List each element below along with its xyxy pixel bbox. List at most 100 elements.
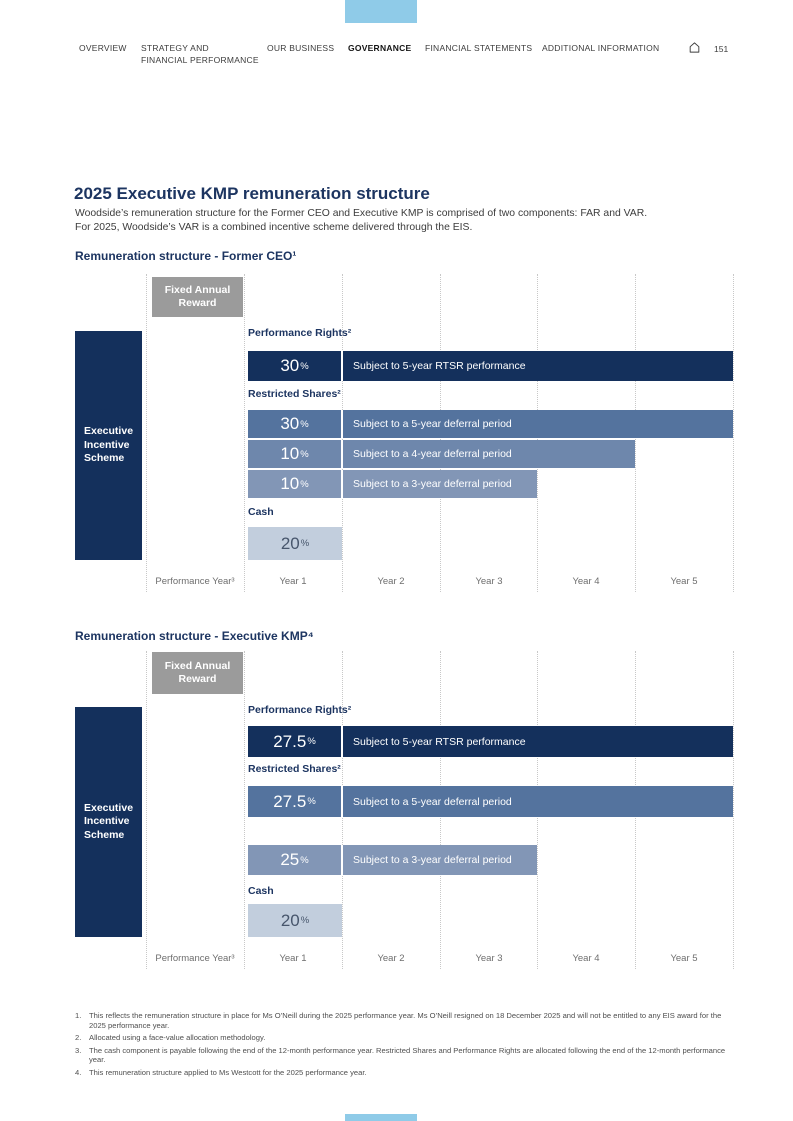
nav-item-financial-statements[interactable]: FINANCIAL STATEMENTS xyxy=(425,43,532,55)
cash-label: Cash xyxy=(248,885,274,897)
bar-description: Subject to a 5-year deferral period xyxy=(353,418,512,430)
footnote-number: 2. xyxy=(75,1033,82,1043)
percentage-value: 27.5 xyxy=(273,791,307,811)
bar-percentage: 10% xyxy=(248,440,341,468)
bar-divider xyxy=(341,351,343,381)
intro-text: Woodside’s remuneration structure for th… xyxy=(75,207,647,235)
footnote-text: This remuneration structure applied to M… xyxy=(89,1067,367,1077)
footnotes: 1. This reflects the remuneration struct… xyxy=(75,1011,739,1080)
percent-sign: % xyxy=(307,796,316,807)
axis-label-year-1: Year 1 xyxy=(279,953,307,964)
percent-sign: % xyxy=(300,854,309,866)
section-tab-marker-top xyxy=(345,0,417,23)
percentage-value: 25 xyxy=(280,850,300,869)
footnote-1: 1. This reflects the remuneration struct… xyxy=(75,1011,739,1031)
cash-label: Cash xyxy=(248,506,274,518)
bar-divider xyxy=(341,726,343,757)
percent-sign: % xyxy=(300,915,310,926)
bar-description: Subject to a 3-year deferral period xyxy=(353,478,512,490)
nav-item-label: OVERVIEW xyxy=(79,43,127,53)
bar-divider xyxy=(341,410,343,438)
bar-restricted-3yr: 10% Subject to a 3-year deferral period xyxy=(248,470,537,498)
bar-cash: 20% xyxy=(248,527,342,560)
footnote-3: 3. The cash component is payable followi… xyxy=(75,1046,739,1066)
bar-percentage: 25% xyxy=(248,845,341,875)
performance-rights-label: Performance Rights² xyxy=(248,327,352,339)
bar-restricted-3yr: 25% Subject to a 3-year deferral period xyxy=(248,845,537,875)
nav-item-additional-information[interactable]: ADDITIONAL INFORMATION xyxy=(542,43,659,55)
gridline xyxy=(146,274,147,592)
axis-label-year-2: Year 2 xyxy=(377,953,405,964)
gridline xyxy=(244,274,245,592)
percent-sign: % xyxy=(300,360,309,372)
axis-label-year-3: Year 3 xyxy=(475,576,503,587)
gridline xyxy=(733,651,734,969)
section-tab-marker-bottom xyxy=(345,1114,417,1121)
nav-item-label: GOVERNANCE xyxy=(348,43,412,53)
bar-restricted-5yr: 27.5% Subject to a 5-year deferral perio… xyxy=(248,786,733,817)
axis-label-performance-year: Performance Year³ xyxy=(155,576,235,587)
bar-description: Subject to a 5-year deferral period xyxy=(353,795,512,808)
nav-item-label: OUR BUSINESS xyxy=(267,43,335,53)
percentage-value: 30 xyxy=(280,356,300,375)
bar-divider xyxy=(341,440,343,468)
bar-percentage: 30% xyxy=(248,351,341,381)
footnote-number: 4. xyxy=(75,1067,82,1077)
footnote-2: 2. Allocated using a face-value allocati… xyxy=(75,1033,739,1043)
percentage-value: 10 xyxy=(280,474,300,493)
footnote-4: 4. This remuneration structure applied t… xyxy=(75,1068,739,1078)
bar-divider xyxy=(341,845,343,875)
percent-sign: % xyxy=(307,736,316,747)
nav-item-our-business[interactable]: OUR BUSINESS xyxy=(267,43,334,55)
percent-sign: % xyxy=(300,478,309,490)
restricted-shares-label: Restricted Shares² xyxy=(248,763,341,775)
chart-former-ceo-subtitle: Remuneration structure - Former CEO¹ xyxy=(75,249,297,263)
axis-label-year-2: Year 2 xyxy=(377,576,405,587)
gridline xyxy=(244,651,245,969)
nav-item-label: ADDITIONAL INFORMATION xyxy=(542,43,660,53)
nav-item-label: FINANCIAL STATEMENTS xyxy=(425,43,533,53)
nav-item-governance[interactable]: GOVERNANCE xyxy=(348,43,411,55)
footnote-number: 3. xyxy=(75,1045,82,1055)
bar-description: Subject to 5-year RTSR performance xyxy=(353,735,526,748)
percentage-value: 10 xyxy=(280,444,300,463)
axis-label-year-5: Year 5 xyxy=(670,576,698,587)
executive-incentive-scheme-box: Executive Incentive Scheme xyxy=(75,331,142,560)
bar-divider xyxy=(341,786,343,817)
bar-percentage: 27.5% xyxy=(248,726,341,757)
footnote-number: 1. xyxy=(75,1011,82,1020)
chart-executive-kmp-subtitle: Remuneration structure - Executive KMP⁴ xyxy=(75,629,314,643)
bar-divider xyxy=(341,470,343,498)
axis-label-performance-year: Performance Year³ xyxy=(155,953,235,964)
axis-label-year-3: Year 3 xyxy=(475,953,503,964)
gridline xyxy=(733,274,734,592)
bar-description: Subject to a 3-year deferral period xyxy=(353,854,512,866)
bar-restricted-4yr: 10% Subject to a 4-year deferral period xyxy=(248,440,635,468)
intro-line-2: For 2025, Woodside’s VAR is a combined i… xyxy=(75,222,473,234)
nav-item-overview[interactable]: OVERVIEW xyxy=(79,43,127,55)
bar-percentage: 30% xyxy=(248,410,341,438)
percentage-value: 27.5 xyxy=(273,731,307,751)
axis-label-year-4: Year 4 xyxy=(572,576,600,587)
nav-item-label: FINANCIAL PERFORMANCE xyxy=(141,54,259,65)
percentage-value: 20 xyxy=(280,533,300,553)
fixed-annual-reward-box: Fixed Annual Reward xyxy=(152,652,243,694)
bar-description: Subject to a 4-year deferral period xyxy=(353,448,512,460)
nav-item-strategy-financial-performance[interactable]: STRATEGY AND FINANCIAL PERFORMANCE xyxy=(141,43,259,67)
page-title: 2025 Executive KMP remuneration structur… xyxy=(74,184,430,203)
footnote-text: Allocated using a face-value allocation … xyxy=(89,1033,266,1043)
axis-label-year-1: Year 1 xyxy=(279,576,307,587)
intro-line-1: Woodside’s remuneration structure for th… xyxy=(75,208,648,219)
bar-cash: 20% xyxy=(248,904,342,937)
percent-sign: % xyxy=(300,448,309,460)
footnote-text: This reflects the remuneration structure… xyxy=(89,1011,722,1030)
bar-percentage: 10% xyxy=(248,470,341,498)
bar-restricted-5yr: 30% Subject to a 5-year deferral period xyxy=(248,410,733,438)
footnote-text: The cash component is payable following … xyxy=(89,1045,726,1065)
home-icon[interactable] xyxy=(688,41,701,59)
fixed-annual-reward-box: Fixed Annual Reward xyxy=(152,277,243,317)
performance-rights-label: Performance Rights² xyxy=(248,704,352,716)
bar-performance-rights: 27.5% Subject to 5-year RTSR performance xyxy=(248,726,733,757)
percentage-value: 30 xyxy=(280,414,300,433)
